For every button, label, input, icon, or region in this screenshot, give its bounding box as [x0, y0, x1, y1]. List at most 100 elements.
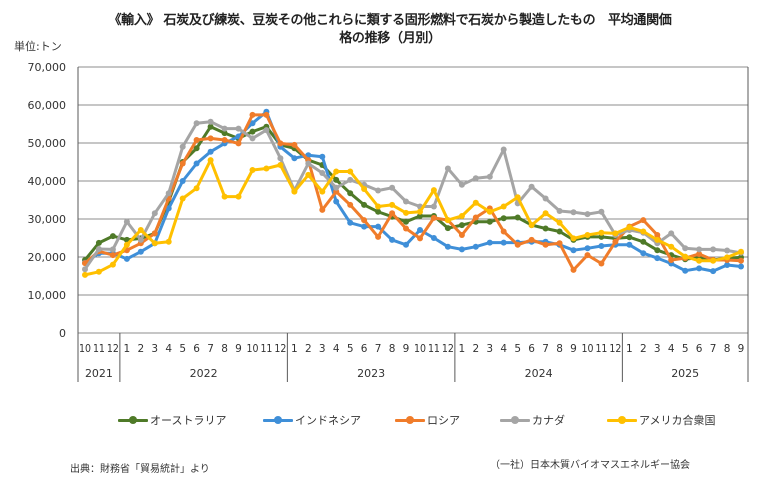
data-point: [347, 176, 354, 183]
data-point: [82, 266, 88, 273]
y-tick-label: 70,000: [28, 61, 67, 74]
x-tick-label: 5: [514, 343, 521, 355]
chart-title-line2: 格の推移（月別）: [339, 31, 441, 46]
credit-note: （一社）日本木質バイオマスエネルギー協会: [490, 460, 690, 471]
data-point: [514, 214, 521, 221]
data-point: [277, 162, 284, 168]
data-point: [738, 248, 744, 255]
source-note: 出典：財務省「貿易統計」より: [70, 464, 210, 475]
x-tick-label: 10: [246, 343, 258, 355]
data-point: [556, 208, 563, 214]
data-point: [640, 250, 647, 257]
x-tick-label: 4: [165, 343, 172, 355]
data-point: [668, 243, 675, 250]
data-point: [472, 199, 479, 206]
x-tick-label: 8: [724, 343, 731, 355]
data-point: [612, 238, 619, 245]
data-point: [375, 203, 382, 210]
data-point: [472, 214, 479, 221]
x-tick-label: 11: [93, 343, 105, 355]
data-point: [333, 198, 340, 205]
data-point: [95, 239, 102, 246]
data-point: [430, 187, 437, 194]
data-point: [710, 246, 717, 253]
chart-title-line1: 《輸入》 石炭及び練炭、豆炭その他これらに類する固形燃料で石炭から製造したもの …: [108, 13, 672, 28]
data-point: [235, 193, 242, 200]
data-point: [626, 224, 633, 231]
x-tick-label: 2: [137, 343, 144, 355]
x-tick-label: 7: [207, 343, 214, 355]
y-tick-label: 50,000: [28, 137, 67, 150]
data-point: [403, 198, 409, 205]
x-tick-label: 3: [319, 343, 326, 355]
y-tick-label: 20,000: [28, 251, 67, 264]
x-tick-label: 8: [221, 343, 228, 355]
data-point: [319, 170, 326, 176]
x-tick-label: 2: [305, 343, 312, 355]
data-point: [319, 153, 326, 160]
data-point: [668, 230, 675, 237]
data-point: [598, 233, 605, 240]
data-point: [654, 247, 661, 254]
gridlines: [78, 66, 748, 334]
data-point: [570, 209, 577, 216]
data-point: [542, 225, 549, 232]
data-point: [654, 255, 661, 262]
axes: [77, 67, 749, 382]
data-point: [724, 254, 731, 261]
data-point: [640, 217, 647, 224]
data-point: [528, 222, 535, 229]
data-point: [682, 245, 689, 252]
legend-label: インドネシア: [295, 414, 361, 427]
x-tick-label: 11: [260, 343, 272, 355]
data-point: [305, 160, 312, 167]
x-tick-label: 8: [556, 343, 563, 355]
data-point: [584, 252, 591, 259]
data-point: [514, 194, 521, 201]
data-point: [710, 257, 717, 264]
data-point: [430, 214, 437, 221]
data-point: [403, 241, 409, 248]
legend-label: アメリカ合衆国: [639, 414, 716, 427]
year-label: 2023: [357, 367, 385, 380]
data-point: [486, 173, 493, 180]
data-point: [151, 230, 158, 237]
data-point: [444, 243, 451, 250]
data-point: [375, 233, 382, 240]
data-point: [444, 217, 451, 224]
legend-line-marker-icon: [263, 415, 293, 425]
data-point: [207, 118, 214, 125]
data-point: [542, 210, 549, 217]
year-label: 2022: [190, 367, 218, 380]
data-point: [179, 178, 186, 184]
data-point: [458, 181, 465, 188]
data-point: [500, 228, 507, 235]
data-point: [528, 183, 535, 190]
data-point: [542, 195, 549, 202]
data-point: [444, 225, 451, 232]
data-point: [500, 146, 507, 153]
x-tick-label: 1: [626, 343, 633, 355]
legend-line-marker-icon: [118, 415, 148, 425]
x-tick-label: 12: [107, 343, 119, 355]
data-point: [486, 218, 493, 225]
data-point: [109, 252, 116, 259]
x-tick-label: 4: [333, 343, 340, 355]
data-point: [235, 140, 242, 147]
data-point: [207, 135, 214, 142]
x-tick-label: 2: [640, 343, 647, 355]
legend-label: ロシア: [427, 414, 460, 427]
data-point: [193, 137, 200, 143]
data-point: [361, 186, 368, 192]
data-point: [333, 184, 340, 191]
data-point: [668, 257, 675, 263]
data-point: [193, 145, 200, 152]
x-tick-label: 3: [486, 343, 493, 355]
data-point: [165, 205, 172, 212]
data-point: [458, 232, 465, 238]
data-point: [598, 260, 605, 267]
data-point: [654, 232, 661, 238]
data-point: [249, 128, 256, 135]
data-point: [221, 125, 228, 132]
